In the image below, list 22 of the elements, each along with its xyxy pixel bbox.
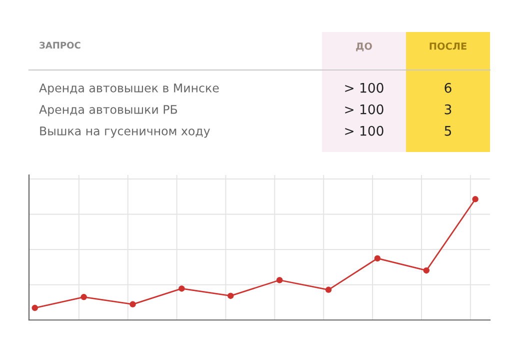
point [423, 267, 430, 274]
point [80, 294, 87, 300]
text: > 100 [345, 126, 384, 136]
text: 5 [444, 126, 452, 136]
point [472, 196, 478, 202]
point [276, 277, 283, 284]
category-label: Аренда автовышки РБ [39, 105, 178, 116]
text: > 100 [345, 104, 384, 114]
text: > 100 [345, 82, 384, 93]
text: ЗАПРОС [40, 42, 80, 49]
point [32, 304, 38, 312]
category-label: Вышка на гусеничном ходу [40, 126, 210, 138]
point [374, 255, 381, 262]
point [178, 285, 185, 292]
point [325, 286, 332, 293]
category-label: ДО [356, 42, 372, 52]
point [130, 301, 136, 308]
point [228, 292, 234, 299]
text: 6 [444, 82, 452, 93]
text: 3 [444, 104, 452, 114]
category-label: ПОСЛЕ [430, 42, 466, 50]
category-label: Аренда автовышек в Минске [39, 84, 219, 95]
